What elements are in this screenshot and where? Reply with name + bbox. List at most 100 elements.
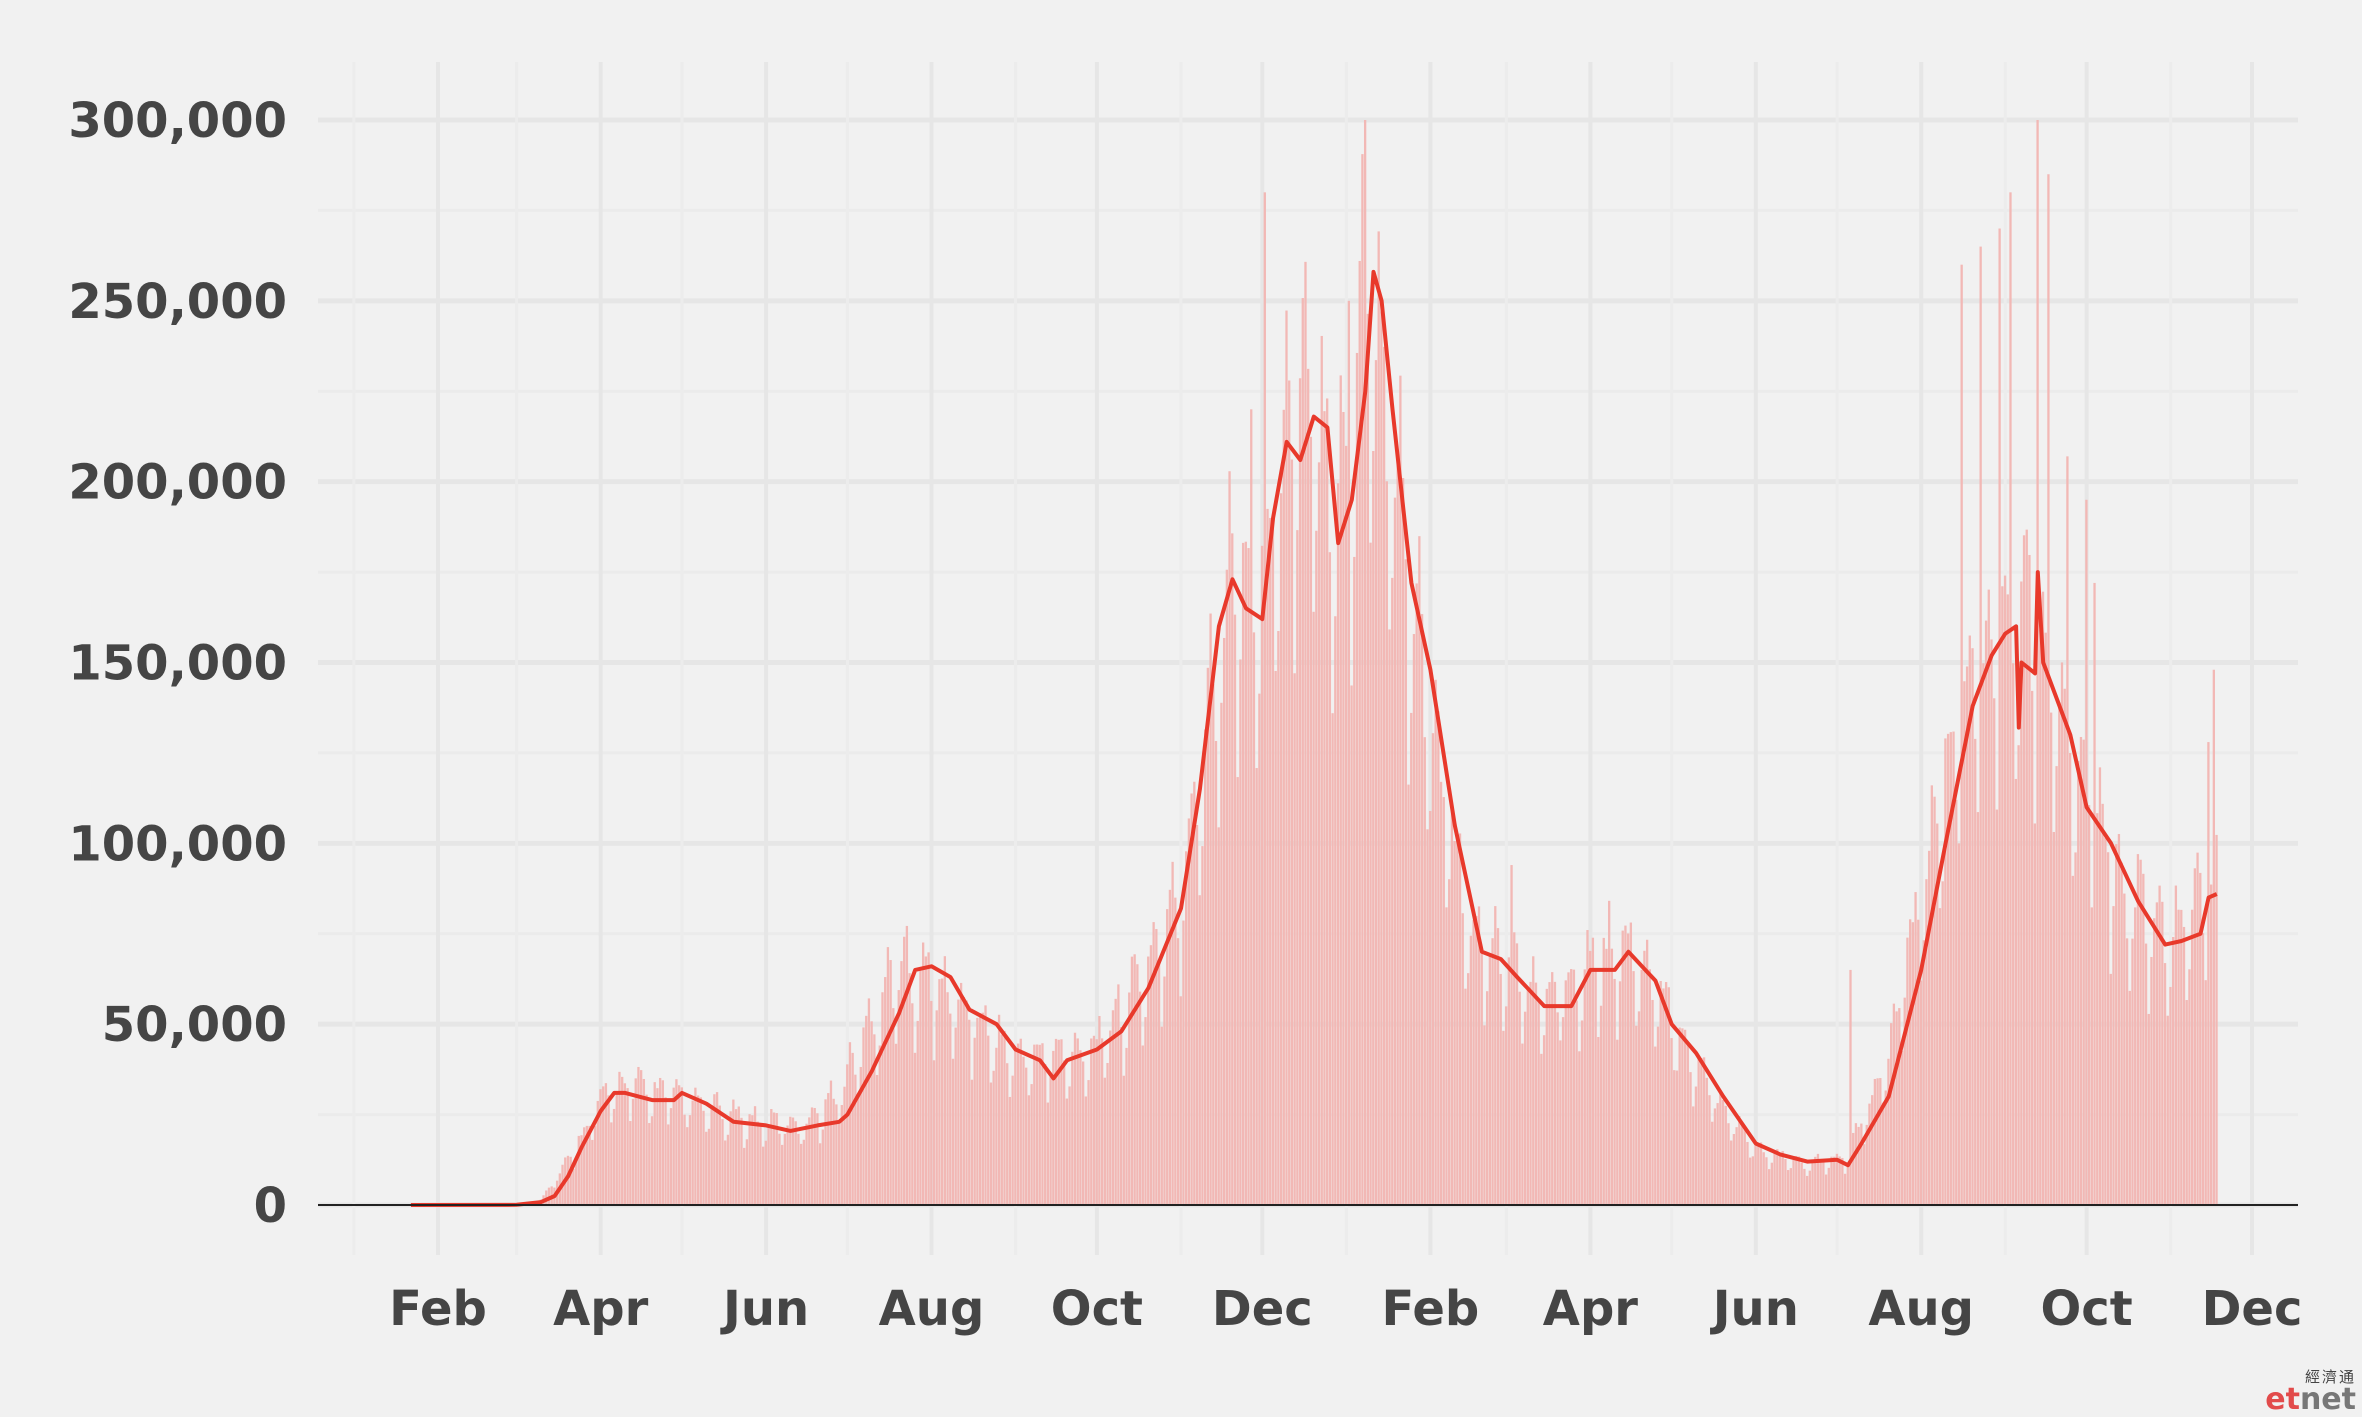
- daily-case-bar: [1035, 1044, 1039, 1205]
- daily-case-bar: [818, 1143, 822, 1205]
- daily-case-bar: [2106, 852, 2110, 1205]
- daily-case-bar: [981, 1012, 984, 1205]
- daily-case-bar: [1521, 1043, 1524, 1205]
- daily-case-bar: [1651, 999, 1654, 1205]
- daily-case-bar: [832, 1098, 835, 1205]
- daily-case-bar: [905, 925, 909, 1205]
- daily-case-bar: [878, 1045, 881, 1205]
- daily-case-bar: [1377, 231, 1380, 1206]
- daily-case-bar: [1597, 1037, 1600, 1205]
- daily-case-bar: [1938, 908, 1942, 1205]
- daily-case-bar: [1309, 436, 1313, 1205]
- daily-case-bar: [1429, 810, 1432, 1205]
- daily-case-bar: [547, 1187, 551, 1205]
- daily-case-bar: [1103, 1077, 1106, 1205]
- daily-case-bar: [1076, 1038, 1079, 1205]
- daily-case-bar: [1786, 1170, 1790, 1205]
- daily-case-bar: [623, 1083, 627, 1205]
- daily-case-bar: [1746, 1141, 1749, 1205]
- daily-case-bar: [1174, 897, 1177, 1205]
- daily-case-bar: [1922, 940, 1925, 1205]
- daily-case-bar: [922, 942, 925, 1205]
- daily-case-bar: [862, 1027, 865, 1205]
- daily-case-bar: [1984, 620, 1988, 1205]
- daily-case-bar: [1217, 827, 1220, 1205]
- daily-case-bar: [1006, 1063, 1009, 1205]
- daily-case-bar: [1393, 497, 1397, 1206]
- daily-case-bar: [1366, 313, 1369, 1205]
- daily-case-bar: [1111, 1010, 1115, 1205]
- daily-case-bar: [1537, 999, 1540, 1205]
- daily-case-bar: [1347, 300, 1351, 1205]
- daily-case-bar: [873, 1034, 876, 1205]
- daily-case-bar: [1732, 1133, 1736, 1205]
- daily-case-bar: [2028, 554, 2031, 1205]
- daily-case-bar: [1190, 793, 1193, 1205]
- daily-case-bar: [1895, 1011, 1898, 1205]
- daily-case-bar: [1307, 368, 1310, 1206]
- daily-case-bar: [1542, 1035, 1546, 1205]
- daily-case-bar: [1423, 737, 1426, 1205]
- daily-case-bar: [1532, 956, 1535, 1205]
- daily-case-bar: [648, 1123, 651, 1205]
- daily-case-bar: [2144, 943, 2148, 1205]
- y-tick-label: 50,000: [102, 997, 287, 1053]
- daily-case-bar: [1911, 922, 1915, 1205]
- daily-case-bar: [1391, 577, 1394, 1205]
- daily-case-bar: [2150, 956, 2153, 1205]
- daily-case-bar: [1968, 635, 1971, 1205]
- daily-case-bar: [2020, 581, 2023, 1205]
- daily-case-bar: [1087, 1080, 1090, 1205]
- daily-case-bar: [1437, 711, 1440, 1205]
- daily-case-bar: [2161, 901, 2164, 1205]
- daily-case-bar: [1461, 913, 1464, 1205]
- daily-case-bar: [602, 1086, 605, 1205]
- daily-case-bar: [1784, 1159, 1787, 1205]
- daily-case-bar: [1852, 1132, 1855, 1205]
- daily-case-bar: [987, 1035, 990, 1205]
- daily-case-bar: [1244, 541, 1247, 1205]
- daily-case-bar: [1843, 1173, 1847, 1205]
- x-tick-label: Feb: [1382, 1281, 1480, 1337]
- daily-case-bar: [1092, 1035, 1096, 1205]
- daily-case-bar: [713, 1094, 716, 1205]
- daily-case-bar: [1545, 988, 1548, 1205]
- daily-case-bar: [932, 1060, 936, 1205]
- daily-case-bar: [1385, 481, 1388, 1205]
- daily-case-bar: [696, 1095, 700, 1205]
- watermark-brand: etnet: [2265, 1382, 2356, 1417]
- daily-case-bar: [957, 999, 960, 1205]
- daily-case-bar: [1659, 980, 1662, 1205]
- daily-case-bar: [629, 1121, 632, 1205]
- daily-case-bar: [1580, 1020, 1584, 1205]
- daily-case-bar: [1602, 937, 1605, 1205]
- daily-case-bar: [615, 1092, 618, 1205]
- daily-case-bar: [1171, 861, 1174, 1205]
- daily-case-bar: [1420, 614, 1424, 1205]
- daily-case-bar: [686, 1127, 689, 1205]
- daily-case-bar: [1499, 973, 1502, 1205]
- daily-case-bar: [1976, 812, 1980, 1205]
- daily-case-bar: [1578, 1051, 1581, 1205]
- daily-case-bar: [1331, 713, 1334, 1205]
- x-tick-label: Jun: [1710, 1281, 1799, 1337]
- daily-case-bar: [1204, 729, 1207, 1205]
- daily-case-bar: [1963, 681, 1966, 1205]
- daily-case-bar: [1258, 693, 1261, 1205]
- daily-case-bar: [1136, 964, 1139, 1205]
- daily-case-bar: [2001, 586, 2004, 1205]
- daily-case-bar: [1960, 264, 1963, 1206]
- daily-case-bar: [637, 1066, 640, 1205]
- daily-case-bar: [1442, 797, 1445, 1205]
- daily-case-bar: [1589, 950, 1592, 1205]
- daily-case-bar: [1949, 732, 1952, 1205]
- daily-case-bar: [1822, 1162, 1825, 1205]
- daily-case-bar: [1011, 1075, 1014, 1205]
- daily-case-bar: [715, 1092, 719, 1205]
- daily-case-bar: [1792, 1156, 1795, 1205]
- daily-case-bar: [2204, 980, 2207, 1205]
- daily-case-bar: [916, 1020, 919, 1205]
- daily-case-bar: [1117, 984, 1120, 1205]
- daily-case-bar: [1494, 906, 1497, 1205]
